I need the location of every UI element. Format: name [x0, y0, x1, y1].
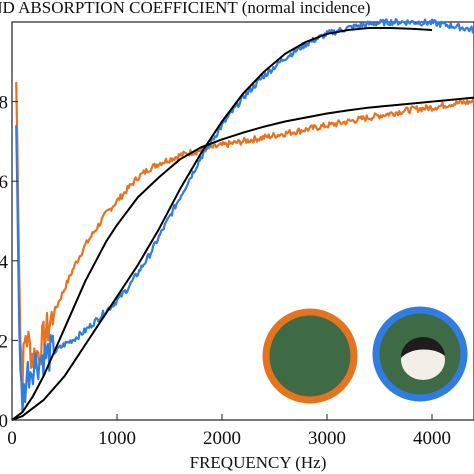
- tick-layer: 0 1000 2000 3000 4000 0 2 4 6 8: [0, 93, 451, 449]
- x-tick-label: 2000: [203, 428, 241, 449]
- measured-curve-1: [15, 18, 474, 414]
- y-tick-label: 8: [0, 93, 8, 114]
- y-tick-label: 0: [0, 411, 8, 432]
- plot-area: 0 1000 2000 3000 4000 0 2 4 6 8: [0, 18, 474, 449]
- y-tick-label: 4: [0, 252, 9, 273]
- solid-sample-image: [262, 308, 358, 404]
- x-axis-label: FREQUENCY (Hz): [190, 453, 327, 472]
- x-tick-label: 4000: [413, 428, 451, 449]
- axes-frame: [11, 21, 474, 421]
- inset-layer: [262, 306, 468, 404]
- x-tick-label: 1000: [98, 428, 136, 449]
- measured-curve-0: [15, 82, 474, 391]
- perforated-sample-image: [372, 306, 468, 402]
- model-curve-3: [11, 26, 433, 421]
- x-tick-label: 3000: [308, 428, 346, 449]
- series-layer: [11, 18, 474, 421]
- x-tick-label: 0: [7, 428, 17, 449]
- y-tick-label: 2: [0, 331, 8, 352]
- model-curve-2: [11, 96, 474, 421]
- y-tick-label: 6: [0, 172, 8, 193]
- chart-title: UND ABSORPTION COEFFICIENT (normal incid…: [0, 0, 371, 17]
